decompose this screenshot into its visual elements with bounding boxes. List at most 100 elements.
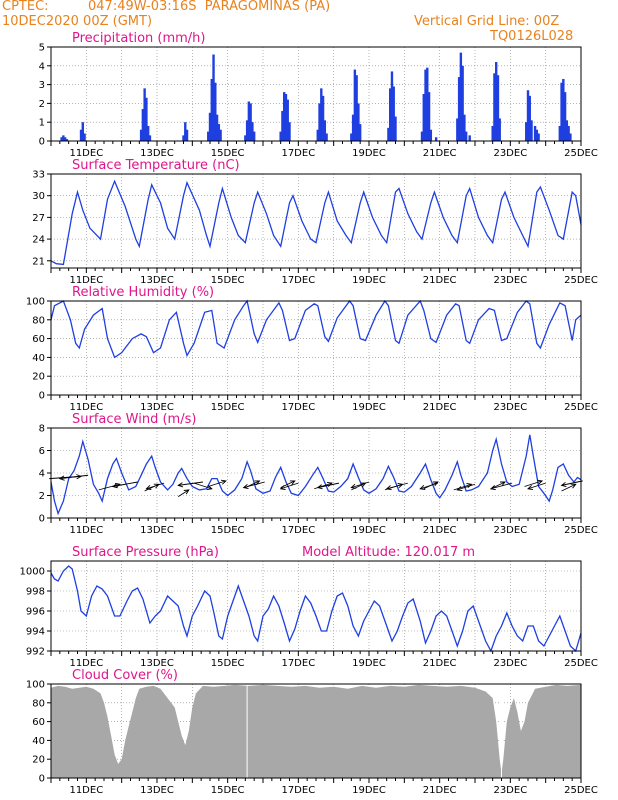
precip-x-tick-label: 13DEC	[140, 148, 174, 159]
precip-bar	[139, 129, 143, 141]
precip-bar	[560, 82, 563, 141]
wind-vector	[49, 475, 82, 480]
precip-bar	[526, 90, 530, 141]
precip-bar	[286, 99, 289, 141]
precip-bar	[281, 110, 284, 141]
cloud-y-tick-label: 60	[32, 717, 45, 728]
precip-bar	[493, 73, 496, 141]
cloud-x-tick-label: 19DEC	[352, 785, 386, 796]
rh-x-tick-label: 13DEC	[140, 402, 174, 413]
temp-x-tick-label: 17DEC	[281, 275, 315, 286]
precip-bar	[558, 125, 561, 141]
wind-vector	[245, 480, 260, 489]
rh-y-tick-label: 80	[32, 315, 45, 326]
cloud-y-tick-label: 0	[39, 774, 45, 785]
cloud-y-tick-label: 80	[32, 698, 45, 709]
precip-bar	[355, 75, 358, 141]
precip-bar	[185, 129, 189, 141]
pres-y-tick-label: 996	[26, 607, 45, 618]
cloud-y-tick-label: 40	[32, 736, 45, 747]
wind-vector-head	[220, 479, 227, 485]
precip-bar	[535, 129, 539, 141]
precip-bar	[350, 133, 353, 141]
precip-y-tick-label: 2	[39, 99, 45, 110]
precip-bar	[525, 122, 528, 141]
wind-vector-head	[419, 484, 426, 490]
precip-bar	[79, 129, 83, 141]
wind-x-tick-label: 17DEC	[281, 525, 315, 536]
pres-panel-title: Surface Pressure (hPa)	[72, 545, 219, 560]
precip-bar	[325, 133, 328, 141]
precip-bar	[562, 78, 565, 141]
pres-series-line	[50, 565, 582, 653]
temp-y-tick-label: 21	[32, 256, 45, 267]
precip-bar	[249, 103, 252, 141]
precip-bar	[533, 125, 537, 141]
rh-x-tick-label: 15DEC	[211, 402, 245, 413]
wind-vector-head	[177, 482, 184, 488]
pres-y-tick-label: 992	[26, 647, 45, 658]
pres-x-tick-label: 13DEC	[140, 658, 174, 669]
precip-bar	[498, 118, 501, 141]
wind-vector	[208, 480, 227, 487]
precip-bar	[219, 129, 222, 141]
wind-vector	[490, 482, 513, 490]
precip-bar	[464, 131, 468, 141]
precip-bar	[212, 54, 215, 141]
wind-vector	[178, 481, 203, 486]
precip-bar	[387, 127, 390, 141]
temp-x-tick-label: 19DEC	[352, 275, 386, 286]
rh-series-line	[50, 299, 582, 359]
pres-x-tick-label: 21DEC	[423, 658, 457, 669]
precip-bar	[244, 135, 247, 141]
precip-bar	[353, 69, 357, 141]
wind-x-tick-label: 23DEC	[493, 525, 527, 536]
rh-y-tick-label: 40	[32, 353, 45, 364]
wind-series-line	[50, 434, 582, 516]
precip-x-tick-label: 25DEC	[564, 148, 598, 159]
wind-vector	[561, 480, 583, 486]
wind-x-tick-label: 13DEC	[140, 525, 174, 536]
precip-bar	[81, 122, 84, 141]
precip-bar	[210, 78, 213, 141]
wind-y-tick-label: 4	[39, 469, 45, 480]
wind-vector	[280, 480, 295, 489]
wind-vector	[177, 489, 190, 498]
precip-bar	[63, 137, 67, 141]
precip-bar	[83, 133, 86, 141]
wind-vector-head	[570, 483, 577, 489]
precip-bar	[459, 52, 463, 141]
rh-x-tick-label: 11DEC	[69, 402, 103, 413]
precip-x-tick-label: 15DEC	[211, 148, 245, 159]
cloud-x-tick-label: 25DEC	[564, 785, 598, 796]
cloud-y-tick-label: 20	[32, 755, 45, 766]
precip-bar	[528, 95, 531, 141]
precip-bar	[427, 92, 431, 141]
cloud-cover-area	[51, 684, 581, 778]
precip-x-tick-label: 11DEC	[69, 148, 103, 159]
precip-bar	[434, 137, 438, 141]
temp-y-tick-label: 27	[32, 213, 45, 224]
rh-panel-frame	[50, 300, 582, 396]
wind-vector-head	[58, 475, 65, 481]
precip-y-tick-label: 3	[39, 80, 45, 91]
precip-bar	[457, 77, 461, 141]
wind-vector-head	[397, 483, 404, 489]
wind-x-tick-label: 21DEC	[423, 525, 457, 536]
precip-bar	[318, 103, 321, 141]
header-source: CPTEC:	[2, 0, 49, 14]
wind-vector	[457, 483, 476, 491]
temp-y-tick-label: 30	[32, 191, 45, 202]
wind-vector-head	[76, 474, 83, 480]
pres-x-tick-label: 19DEC	[352, 658, 386, 669]
cloud-x-tick-label: 13DEC	[140, 785, 174, 796]
rh-y-tick-label: 100	[26, 297, 45, 308]
precip-x-tick-label: 19DEC	[352, 148, 386, 159]
wind-vector	[524, 480, 543, 487]
wind-vector-head	[385, 485, 392, 491]
precip-bar	[284, 94, 288, 141]
precip-bar	[537, 133, 540, 141]
wind-vector	[280, 482, 299, 490]
temp-x-tick-label: 25DEC	[564, 275, 598, 286]
precip-bar	[420, 131, 424, 141]
